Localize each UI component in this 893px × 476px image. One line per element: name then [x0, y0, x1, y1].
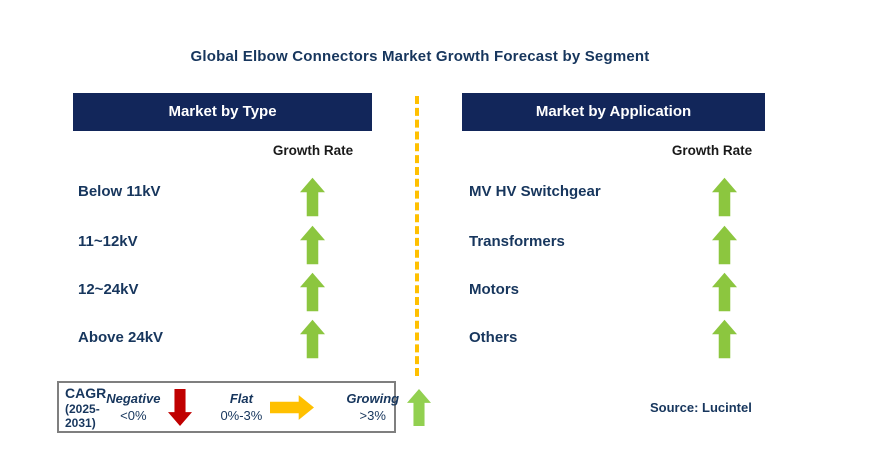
- growth-rate-column-label: Growth Rate: [671, 143, 753, 158]
- segment-label-transformers: Transformers: [469, 233, 565, 250]
- segment-label-11-12kv: 11~12kV: [78, 233, 138, 250]
- growth-up-arrow-icon: [712, 177, 737, 217]
- segment-label-below-11kv: Below 11kV: [78, 183, 161, 200]
- cagr-label: CAGR: [65, 384, 107, 401]
- growth-up-arrow-icon: [300, 177, 325, 217]
- growing-up-arrow-icon: [407, 388, 432, 426]
- growth-up-arrow-icon: [712, 319, 737, 359]
- growth-up-arrow-icon: [712, 225, 737, 265]
- growth-rate-column-label: Growth Rate: [272, 143, 354, 158]
- growth-up-arrow-icon: [300, 272, 325, 312]
- panel-divider: [415, 96, 419, 376]
- panel-header-market-by-application: Market by Application: [462, 93, 765, 131]
- segment-label-motors: Motors: [469, 281, 519, 298]
- segment-label-others: Others: [469, 329, 518, 346]
- legend-item-negative: Negative <0%: [106, 391, 161, 423]
- panel-header-market-by-type: Market by Type: [73, 93, 372, 131]
- segment-label-12-24kv: 12~24kV: [78, 281, 139, 298]
- cagr-period: (2025-2031): [65, 401, 100, 430]
- growth-up-arrow-icon: [712, 272, 737, 312]
- flat-right-arrow-icon: [270, 394, 315, 420]
- legend-item-flat: Flat 0%-3%: [220, 391, 263, 423]
- segment-label-above-24kv: Above 24kV: [78, 329, 164, 346]
- source-label: Source: Lucintel: [650, 400, 752, 415]
- growth-up-arrow-icon: [300, 319, 325, 359]
- cagr-metric-block: CAGR (2025-2031): [65, 385, 106, 430]
- negative-down-arrow-icon: [168, 388, 193, 426]
- segment-label-mv-hv-switchgear: MV HV Switchgear: [469, 183, 601, 200]
- cagr-legend: CAGR (2025-2031) Negative <0% Flat 0%-3%…: [57, 381, 432, 433]
- legend-item-growing: Growing >3%: [346, 391, 400, 423]
- page-title: Global Elbow Connectors Market Growth Fo…: [190, 48, 650, 65]
- growth-up-arrow-icon: [300, 225, 325, 265]
